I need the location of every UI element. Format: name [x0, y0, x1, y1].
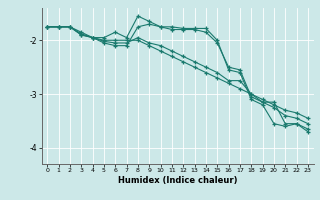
X-axis label: Humidex (Indice chaleur): Humidex (Indice chaleur) — [118, 176, 237, 185]
